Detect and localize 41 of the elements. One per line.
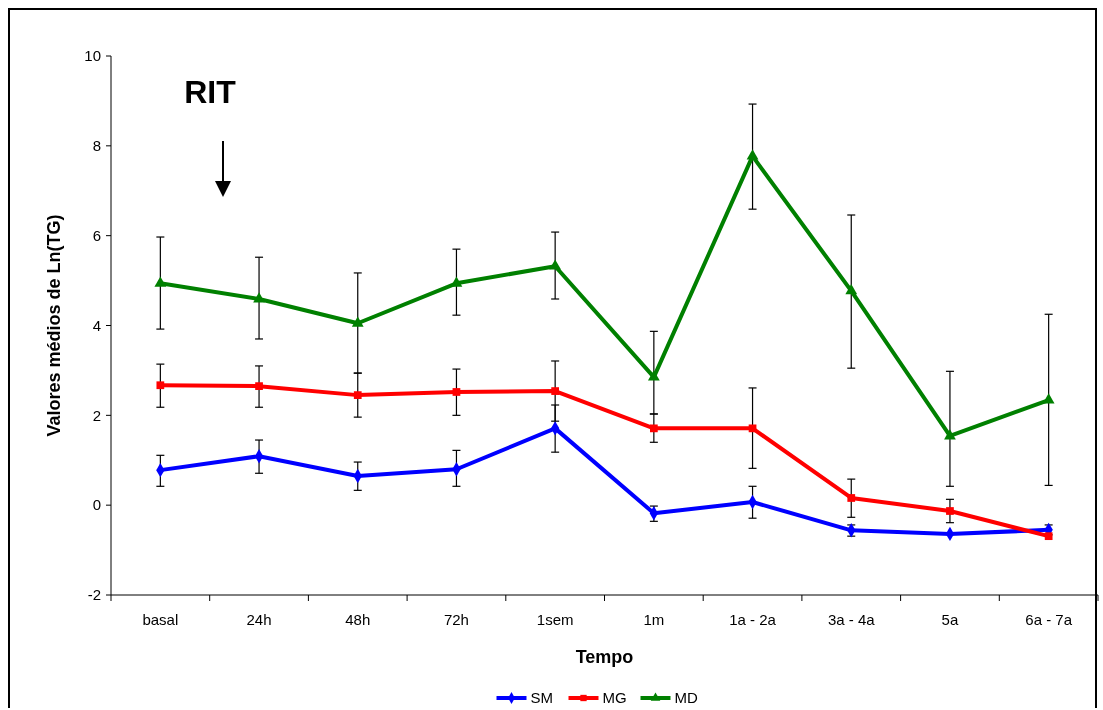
point bbox=[746, 149, 759, 160]
x-tick-label: 3a - 4a bbox=[827, 611, 876, 628]
x-tick-label: basal bbox=[142, 611, 179, 628]
annotation: RIT bbox=[184, 74, 237, 110]
legend-label: SM bbox=[530, 689, 553, 707]
x-tick-label: 24h bbox=[246, 611, 272, 628]
point bbox=[255, 382, 263, 391]
legend-label: MG bbox=[602, 689, 627, 707]
point bbox=[847, 494, 856, 502]
point bbox=[156, 381, 165, 390]
point bbox=[748, 424, 757, 433]
point bbox=[946, 507, 954, 515]
y-tick-label: 2 bbox=[92, 406, 101, 424]
point bbox=[253, 292, 265, 303]
legend-label: MD bbox=[674, 689, 698, 707]
x-tick-label: 1a - 2a bbox=[729, 611, 777, 628]
y-tick-label: 8 bbox=[92, 137, 101, 155]
point bbox=[452, 388, 461, 396]
point bbox=[1044, 532, 1053, 541]
x-tick-label: 1sem bbox=[536, 611, 574, 628]
point bbox=[649, 424, 658, 433]
point bbox=[551, 387, 560, 395]
y-tick-label: 6 bbox=[92, 226, 101, 244]
x-tick-label: 72h bbox=[443, 611, 469, 628]
x-axis-title: Tempo bbox=[575, 647, 634, 667]
point bbox=[944, 429, 956, 440]
x-tick-label: 48h bbox=[345, 611, 371, 628]
y-tick-label: 4 bbox=[92, 316, 101, 334]
point bbox=[154, 276, 167, 287]
point bbox=[845, 284, 858, 295]
point bbox=[647, 370, 660, 381]
x-tick-label: 5a bbox=[941, 611, 959, 628]
y-tick-label: -2 bbox=[87, 586, 101, 604]
y-axis-title: Valores médios de Ln(TG) bbox=[44, 214, 64, 437]
point bbox=[353, 391, 362, 399]
y-tick-label: 10 bbox=[84, 47, 101, 65]
point bbox=[549, 259, 562, 270]
x-tick-label: 1m bbox=[643, 611, 665, 628]
point bbox=[351, 316, 364, 327]
x-tick-label: 6a - 7a bbox=[1025, 611, 1073, 628]
y-tick-label: 0 bbox=[92, 496, 101, 514]
